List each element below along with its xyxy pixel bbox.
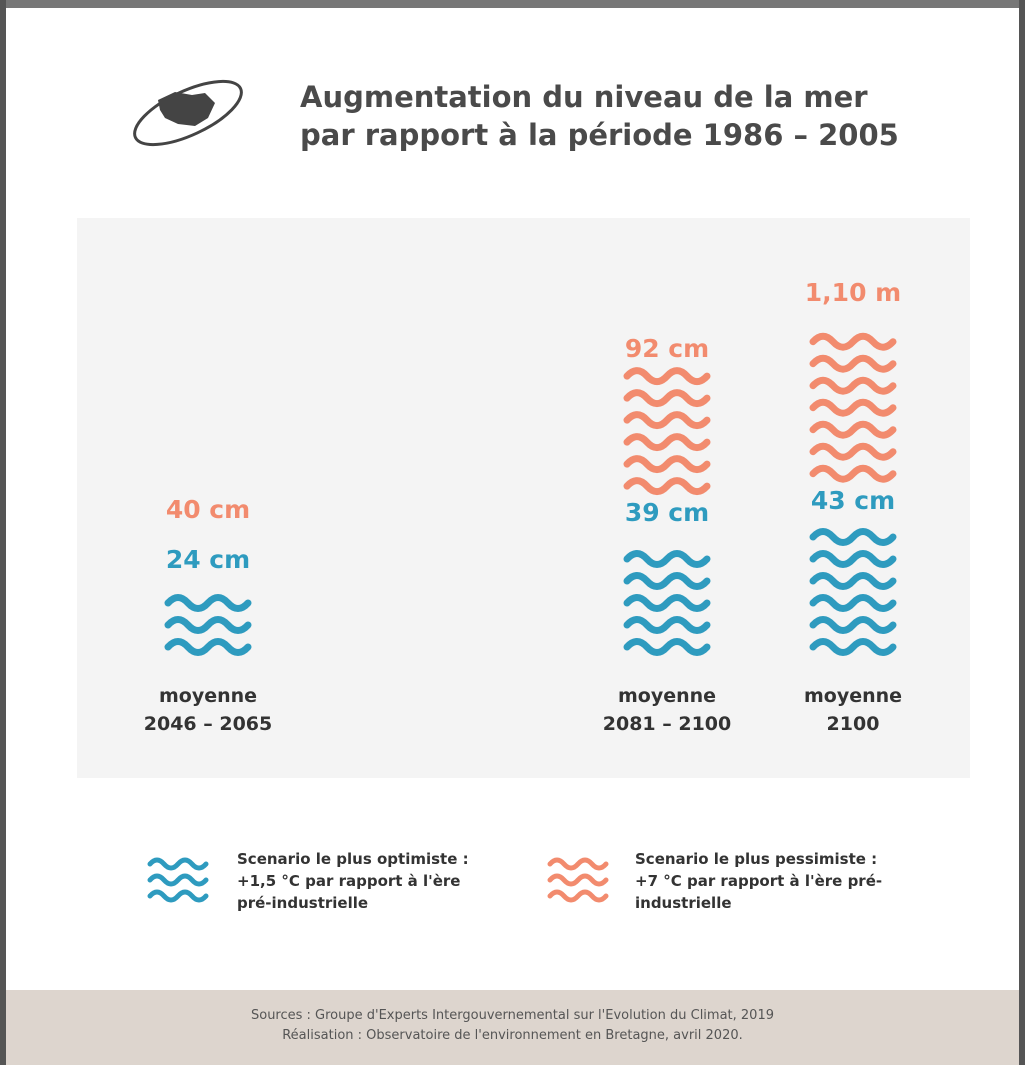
title: Augmentation du niveau de la mer bbox=[300, 80, 868, 114]
wave bbox=[164, 616, 252, 634]
panel bbox=[77, 218, 970, 778]
wave bbox=[809, 442, 897, 461]
wave bbox=[623, 433, 711, 452]
wave bbox=[623, 638, 711, 656]
value-label: 24 cm bbox=[165, 544, 251, 574]
left-border bbox=[0, 0, 6, 1065]
wave bbox=[809, 572, 897, 590]
top-bar bbox=[0, 0, 1025, 8]
category-label: moyenne 2081 – 2100 bbox=[602, 685, 732, 735]
legend-icon-orange bbox=[547, 857, 609, 903]
wave bbox=[623, 616, 711, 634]
category-label: moyenne 2100 bbox=[803, 685, 903, 735]
source: Sources : Groupe d'Experts Intergouverne… bbox=[250, 1008, 774, 1023]
wave-stack bbox=[164, 594, 252, 656]
wave bbox=[623, 477, 711, 496]
wave bbox=[809, 398, 897, 417]
source: Réalisation : Observatoire de l'environn… bbox=[282, 1028, 743, 1043]
wave bbox=[623, 389, 711, 408]
wave bbox=[809, 332, 897, 351]
title: par rapport à la période 1986 – 2005 bbox=[300, 118, 899, 152]
value-label: 40 cm bbox=[165, 495, 251, 524]
footer bbox=[6, 990, 1019, 1065]
wave bbox=[164, 594, 252, 612]
wave-stack bbox=[809, 332, 897, 483]
value-label: 92 cm bbox=[624, 333, 710, 363]
value-label: 39 cm bbox=[624, 498, 710, 528]
wave-stack bbox=[623, 367, 711, 496]
wave bbox=[809, 638, 897, 656]
value-label: 1,10 m bbox=[804, 278, 902, 307]
wave bbox=[623, 411, 711, 430]
logo bbox=[133, 79, 243, 147]
wave bbox=[809, 550, 897, 568]
right-border bbox=[1019, 0, 1025, 1065]
value-label: 43 cm bbox=[810, 485, 896, 515]
wave-stack bbox=[623, 550, 711, 656]
wave bbox=[623, 550, 711, 568]
legend-entry: Scenario le plus optimiste : +1,5 °C par… bbox=[237, 850, 469, 912]
wave bbox=[809, 376, 897, 395]
wave bbox=[623, 455, 711, 474]
wave bbox=[809, 464, 897, 483]
wave bbox=[809, 528, 897, 546]
wave bbox=[809, 616, 897, 634]
wave bbox=[809, 420, 897, 439]
wave-stack bbox=[809, 528, 897, 656]
wave bbox=[623, 367, 711, 386]
wave bbox=[809, 594, 897, 612]
wave bbox=[164, 638, 252, 656]
wave bbox=[809, 354, 897, 373]
legend-entry: Scenario le plus pessimiste : +7 °C par … bbox=[635, 850, 883, 912]
category-label: moyenne 2046 – 2065 bbox=[143, 685, 273, 735]
wave bbox=[623, 572, 711, 590]
wave bbox=[623, 594, 711, 612]
legend-icon-blue bbox=[147, 857, 209, 903]
